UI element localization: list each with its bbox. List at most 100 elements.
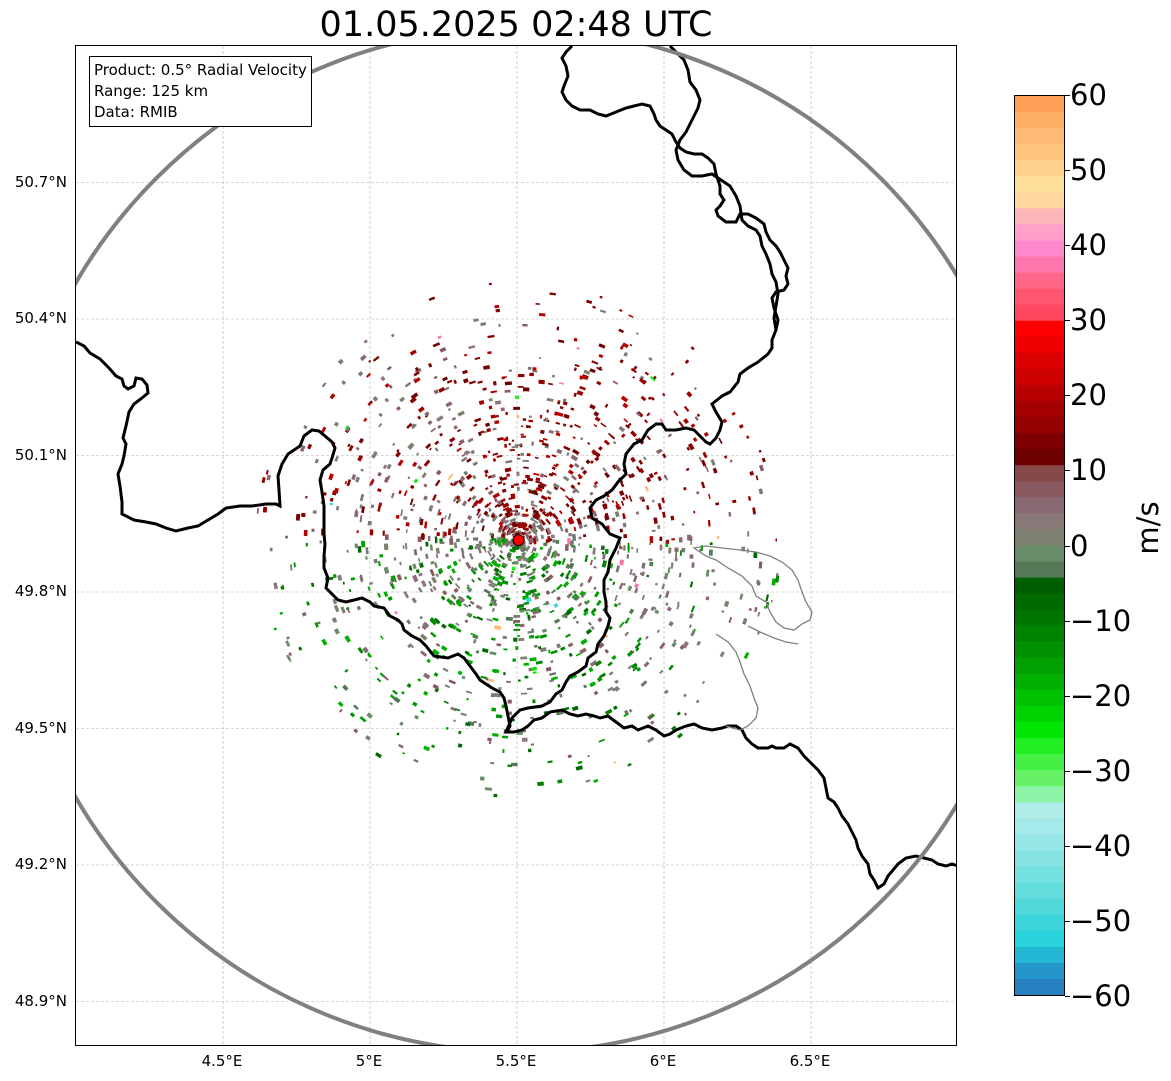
echo-gate [582, 516, 586, 520]
echo-gate [517, 558, 522, 562]
echo-gate [619, 345, 624, 350]
echo-gate [572, 533, 577, 542]
echo-gate [503, 648, 508, 651]
echo-gate [474, 545, 478, 550]
echo-gate [636, 667, 642, 672]
echo-gate [475, 649, 480, 654]
echo-gate [653, 471, 658, 476]
echo-gate [483, 510, 489, 516]
echo-gate [659, 544, 663, 551]
echo-gate [369, 529, 374, 536]
echo-gate [471, 578, 476, 583]
echo-gate [528, 634, 535, 639]
echo-gate [446, 379, 453, 384]
echo-gate [513, 614, 521, 618]
echo-gate [615, 565, 621, 573]
echo-gate [531, 614, 537, 619]
echo-gate [623, 352, 628, 357]
echo-gate [681, 523, 685, 526]
echo-gate [593, 423, 598, 428]
echo-gate [573, 571, 577, 575]
echo-gate [574, 363, 580, 368]
echo-gate [442, 667, 449, 673]
echo-gate [539, 519, 546, 526]
echo-gate [595, 524, 601, 532]
echo-gate [570, 484, 576, 490]
echo-gate [420, 709, 425, 714]
echo-gate [640, 395, 647, 402]
echo-gate [532, 609, 540, 615]
echo-gate [589, 404, 596, 410]
echo-gate [572, 436, 576, 440]
echo-gate [614, 598, 617, 602]
echo-gate [490, 762, 494, 765]
echo-gate [575, 620, 580, 625]
echo-gate [517, 457, 521, 460]
echo-gate [531, 594, 535, 598]
echo-gate [365, 547, 369, 555]
echo-gate [383, 543, 389, 550]
echo-gate [627, 664, 633, 670]
echo-gate [520, 546, 527, 553]
echo-gate [534, 456, 539, 459]
echo-gate [414, 714, 420, 720]
lat-tick-label: 49.2°N [14, 855, 67, 873]
echo-gate [556, 400, 561, 405]
echo-gate [408, 565, 413, 571]
echo-gate [355, 446, 360, 451]
echo-gate [425, 553, 429, 559]
echo-gate [557, 560, 562, 566]
colorbar-tick-mark [1065, 545, 1070, 547]
echo-gate [432, 648, 440, 656]
echo-gate [444, 386, 450, 391]
echo-gate [555, 463, 559, 467]
echo-gate [425, 443, 432, 450]
echo-gate [718, 437, 723, 444]
echo-gate [608, 578, 613, 582]
echo-gate [614, 679, 619, 684]
echo-gate [518, 637, 525, 642]
echo-gate [348, 588, 352, 593]
echo-gate [389, 694, 396, 700]
echo-gate [487, 334, 495, 339]
echo-gate [382, 674, 389, 681]
echo-gate [464, 530, 467, 537]
echo-gate [565, 575, 569, 580]
echo-gate [455, 708, 461, 712]
echo-gate [495, 308, 501, 313]
echo-gate [540, 494, 548, 501]
echo-gate [590, 625, 595, 631]
lat-tick-label: 50.4°N [14, 309, 67, 327]
echo-gate [333, 487, 339, 494]
colorbar-tick-label: 0 [1070, 528, 1089, 563]
radar-map[interactable] [75, 45, 957, 1046]
echo-gate [573, 462, 580, 469]
echo-gate [482, 387, 487, 391]
echo-gate [423, 483, 428, 488]
colorbar-segment [1015, 208, 1064, 226]
chart-title: 01.05.2025 02:48 UTC [319, 5, 713, 45]
echo-gate [559, 525, 564, 532]
echo-gate [649, 536, 654, 544]
echo-gate [493, 381, 497, 386]
echo-gate [513, 628, 521, 631]
echo-gate [513, 512, 521, 517]
echo-gate [423, 459, 431, 467]
echo-gate [365, 372, 372, 378]
echo-gate [587, 754, 590, 758]
echo-gate [650, 396, 655, 401]
echo-gate [458, 559, 461, 562]
echo-gate [631, 546, 634, 550]
colorbar-segment [1015, 240, 1064, 258]
echo-gate [470, 449, 475, 455]
echo-gate [434, 687, 440, 693]
echo-gate [599, 295, 603, 299]
colorbar-segment [1015, 320, 1064, 338]
echo-gate [535, 477, 541, 482]
echo-gate [723, 455, 728, 459]
lon-tick-label: 6.5°E [789, 1052, 831, 1070]
echo-gate [498, 536, 503, 541]
echo-gate [606, 587, 610, 591]
echo-gate [567, 469, 574, 475]
echo-gate [581, 374, 589, 380]
